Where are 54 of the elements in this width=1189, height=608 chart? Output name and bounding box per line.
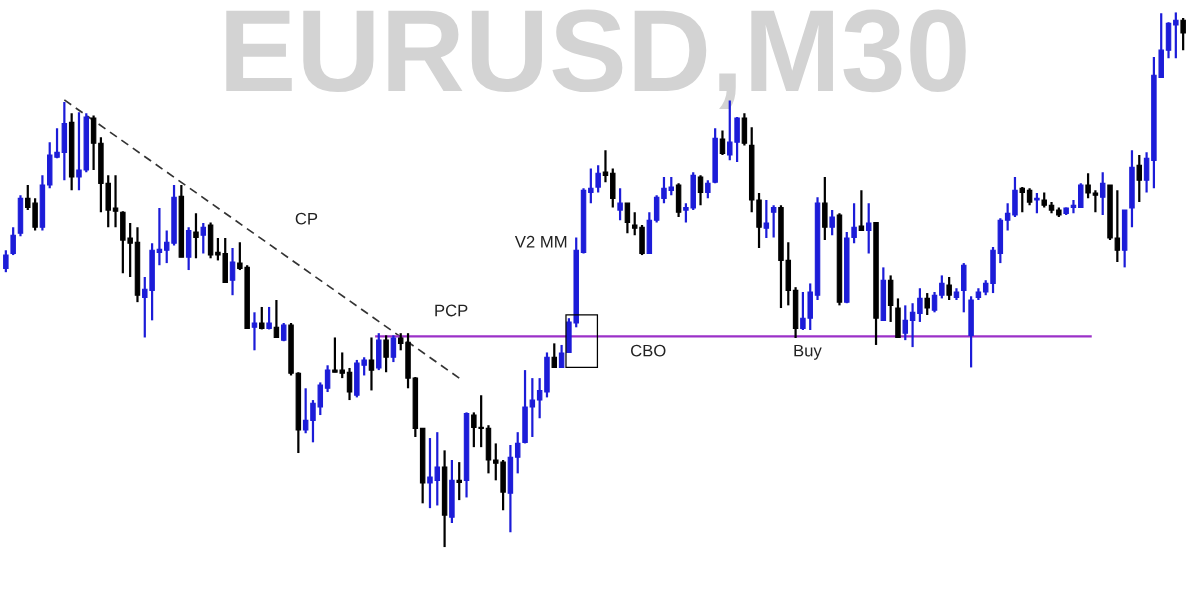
candlestick (624, 202, 631, 235)
candlestick (865, 202, 872, 255)
annotation: Buy (794, 344, 822, 360)
candlestick (390, 334, 397, 364)
candlestick (770, 204, 777, 239)
candlestick (229, 247, 236, 297)
candlestick (1034, 191, 1040, 215)
candlestick (383, 334, 389, 374)
candlestick (909, 302, 916, 349)
candlestick (1019, 186, 1026, 214)
candlestick (1143, 151, 1150, 194)
candlestick (551, 342, 558, 370)
annotation: CBO (631, 344, 666, 357)
candlestick (251, 311, 258, 352)
candlestick (705, 179, 711, 200)
candlestick (193, 212, 199, 260)
candlestick (902, 304, 909, 342)
candlestick (763, 198, 770, 240)
candlestick (1092, 189, 1099, 214)
candlestick (653, 194, 660, 224)
candlestick (1136, 153, 1143, 204)
annotation: PCP (435, 304, 468, 317)
candlestick (697, 174, 704, 207)
candlestick (1004, 202, 1011, 232)
annotation: CP (295, 212, 318, 225)
candlestick (1180, 16, 1186, 52)
candlestick (595, 164, 601, 194)
candlestick (368, 336, 375, 392)
candlestick (917, 287, 923, 324)
candlestick (588, 167, 594, 205)
candlestick (273, 298, 280, 339)
candlestick (602, 149, 609, 184)
candlestick (946, 275, 952, 302)
candlestick (529, 377, 536, 439)
candlestick (1173, 12, 1179, 60)
candlestick (1099, 171, 1106, 217)
annotation: V2 MM (514, 235, 567, 248)
candlestick (931, 290, 938, 314)
candlestick (1085, 172, 1091, 200)
candlestick (10, 226, 16, 257)
candlestick (200, 221, 207, 255)
candlestick (3, 249, 9, 274)
candlestick (829, 209, 835, 237)
candlestick (514, 431, 521, 475)
candlestick (558, 343, 565, 370)
candlestick (719, 129, 726, 157)
candlestick (324, 364, 331, 394)
candlestick (1078, 182, 1084, 210)
candlestick (346, 366, 353, 402)
candlestick (617, 187, 623, 222)
candlestick (924, 291, 930, 317)
candlestick (456, 461, 462, 502)
candlestick (112, 174, 119, 229)
candlestick (939, 274, 945, 300)
